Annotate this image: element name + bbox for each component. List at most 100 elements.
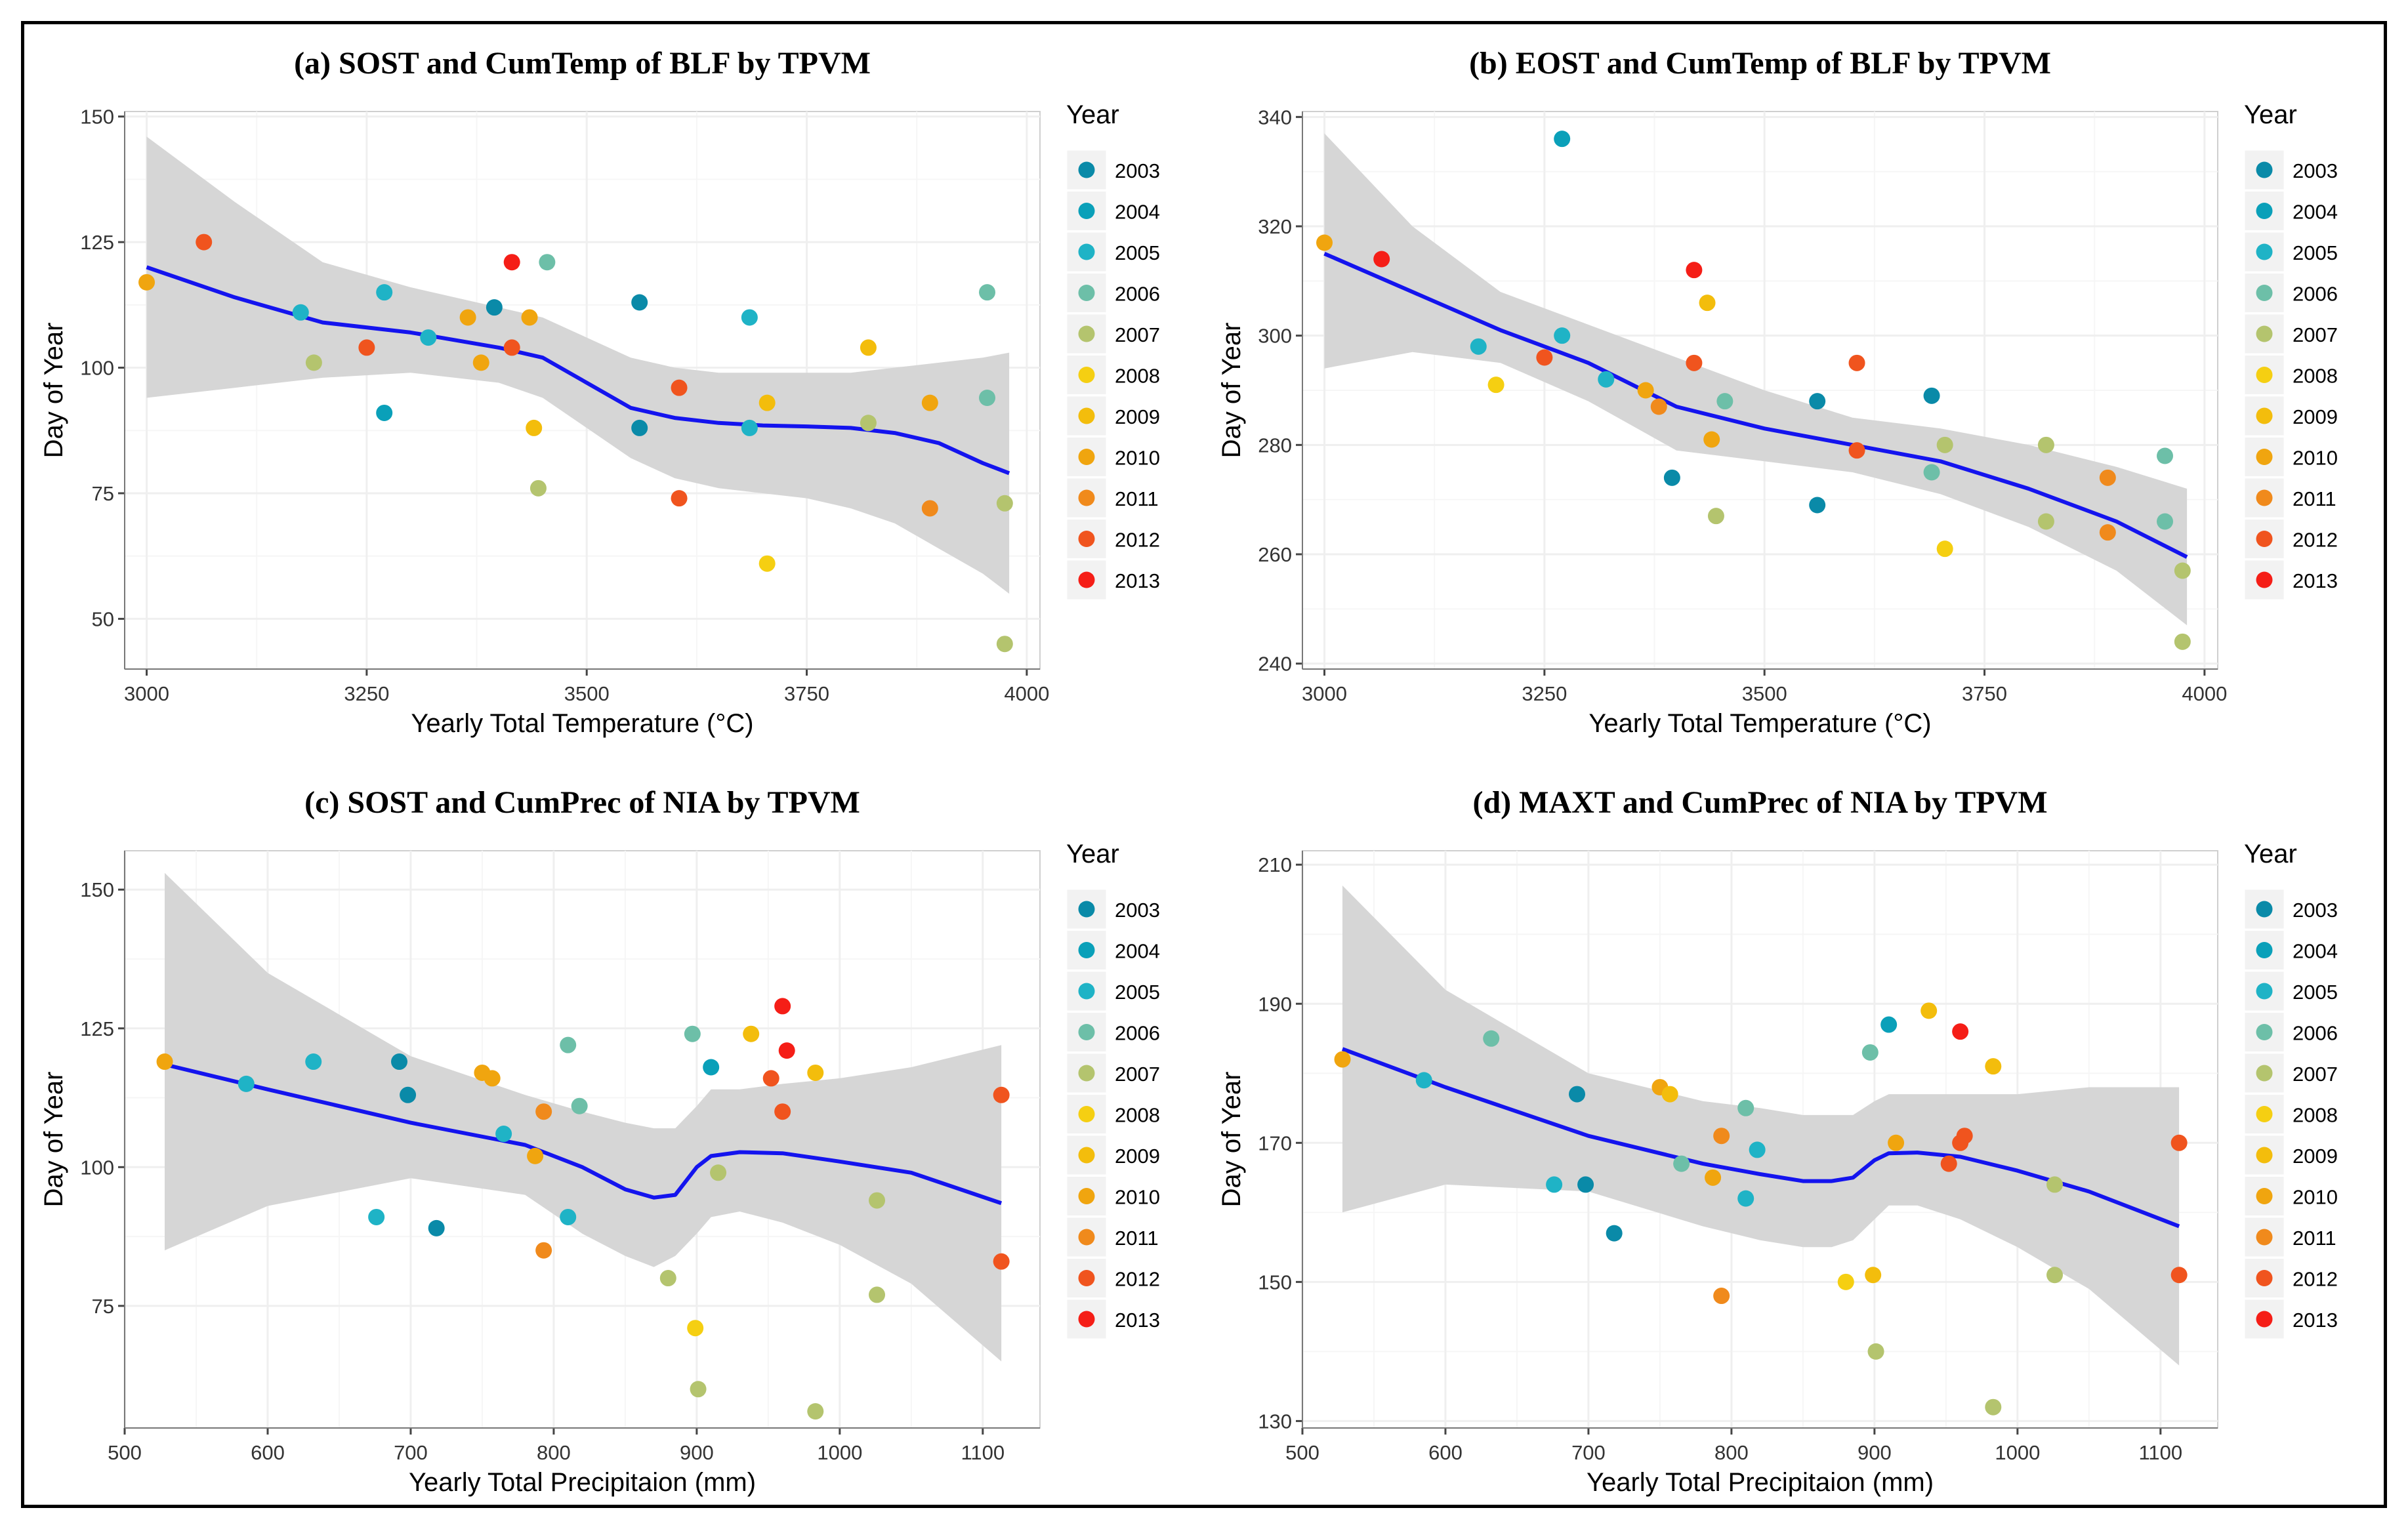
x-tick-label: 900 bbox=[1858, 1441, 1892, 1464]
data-point bbox=[1956, 1128, 1973, 1145]
legend-label: 2009 bbox=[1115, 405, 1160, 428]
data-point bbox=[1936, 436, 1953, 453]
data-point bbox=[503, 254, 520, 271]
data-point bbox=[778, 1042, 795, 1059]
y-tick-label: 210 bbox=[1258, 853, 1292, 876]
legend-label: 2009 bbox=[2293, 1145, 2338, 1168]
fit-line bbox=[1323, 251, 2188, 559]
legend-label: 2012 bbox=[2293, 1268, 2338, 1291]
data-point bbox=[1749, 1141, 1766, 1158]
data-point bbox=[2046, 1176, 2064, 1193]
x-tick-label: 3250 bbox=[344, 682, 389, 705]
legend-label: 2007 bbox=[2293, 323, 2338, 346]
y-axis-label: Day of Year bbox=[1217, 323, 1246, 459]
legend-marker bbox=[1078, 367, 1095, 383]
data-point bbox=[869, 1286, 886, 1303]
data-point bbox=[2157, 513, 2174, 530]
data-point bbox=[684, 1025, 701, 1042]
data-point bbox=[1686, 262, 1703, 279]
x-axis-label: Yearly Total Temperature (°C) bbox=[1588, 709, 1931, 738]
legend-marker bbox=[1078, 325, 1095, 342]
data-point bbox=[305, 354, 322, 371]
legend-label: 2011 bbox=[1115, 487, 1159, 510]
data-point bbox=[1940, 1155, 1957, 1172]
x-tick-label: 500 bbox=[108, 1441, 142, 1464]
data-point bbox=[1536, 349, 1553, 366]
data-point bbox=[1737, 1190, 1754, 1207]
data-point bbox=[196, 234, 213, 251]
data-point bbox=[921, 394, 938, 411]
data-point bbox=[1713, 1128, 1730, 1145]
legend-label: 2010 bbox=[2293, 447, 2338, 470]
chart-title: (b) EOST and CumTemp of BLF by TPVM bbox=[1469, 46, 2051, 81]
x-tick-label: 600 bbox=[1428, 1441, 1463, 1464]
data-point bbox=[2157, 447, 2174, 464]
data-point bbox=[993, 1086, 1010, 1103]
data-point bbox=[535, 1242, 552, 1259]
legend-label: 2012 bbox=[1115, 529, 1160, 552]
data-point bbox=[710, 1164, 727, 1181]
chart-panel-d: (d) MAXT and CumPrec of NIA by TPVM 500 60… bbox=[1217, 785, 2338, 1497]
confidence-ribbon bbox=[146, 136, 1010, 594]
legend-label: 2011 bbox=[2293, 487, 2336, 510]
data-point bbox=[238, 1075, 255, 1092]
y-tick-label: 240 bbox=[1258, 653, 1292, 676]
legend-marker bbox=[1078, 1311, 1095, 1328]
legend-label: 2009 bbox=[2293, 405, 2338, 428]
data-point bbox=[1487, 377, 1505, 394]
legend-label: 2004 bbox=[1115, 201, 1160, 224]
y-tick-label: 320 bbox=[1258, 215, 1292, 238]
x-tick-label: 1000 bbox=[1995, 1441, 2040, 1464]
data-point bbox=[560, 1208, 577, 1225]
data-point bbox=[807, 1064, 824, 1081]
data-point bbox=[472, 354, 489, 371]
x-tick-label: 600 bbox=[251, 1441, 285, 1464]
data-point bbox=[979, 284, 996, 301]
chart-title: (c) SOST and CumPrec of NIA by TPVM bbox=[304, 785, 860, 820]
data-point bbox=[1673, 1155, 1690, 1172]
legend-title: Year bbox=[2244, 100, 2297, 129]
legend-marker bbox=[2256, 1270, 2273, 1286]
legend-marker bbox=[1078, 449, 1095, 465]
data-point bbox=[292, 304, 309, 321]
data-point bbox=[2037, 513, 2054, 530]
legend-marker bbox=[1078, 571, 1095, 588]
data-point bbox=[138, 274, 156, 291]
legend-title: Year bbox=[1066, 840, 1119, 868]
x-tick-label: 700 bbox=[394, 1441, 428, 1464]
y-axis-label: Day of Year bbox=[39, 323, 68, 459]
data-point bbox=[358, 339, 375, 356]
y-axis-label: Day of Year bbox=[1217, 1072, 1246, 1208]
fit-line bbox=[164, 1062, 1003, 1206]
data-point bbox=[420, 329, 437, 346]
data-point bbox=[993, 1253, 1010, 1270]
y-tick-label: 100 bbox=[80, 1156, 114, 1179]
legend-marker bbox=[2256, 243, 2273, 260]
legend-label: 2013 bbox=[2293, 569, 2338, 592]
confidence-ribbon bbox=[1342, 886, 2180, 1366]
legend-marker bbox=[2256, 1147, 2273, 1164]
x-tick-label: 3000 bbox=[1302, 682, 1347, 705]
legend-marker bbox=[1078, 983, 1095, 1000]
data-point bbox=[1985, 1058, 2002, 1075]
data-point bbox=[305, 1053, 322, 1070]
legend-label: 2010 bbox=[1115, 1186, 1160, 1209]
x-tick-label: 3500 bbox=[1742, 682, 1787, 705]
data-point bbox=[807, 1403, 824, 1420]
data-point bbox=[979, 389, 996, 406]
data-point bbox=[1606, 1225, 1623, 1242]
data-point bbox=[503, 339, 520, 356]
chart-panel-b: (b) EOST and CumTemp of BLF by TPVM 3000 3… bbox=[1217, 46, 2338, 738]
x-tick-label: 1100 bbox=[2138, 1441, 2182, 1464]
data-point bbox=[1705, 1169, 1722, 1186]
data-point bbox=[428, 1219, 445, 1236]
legend-marker bbox=[1078, 243, 1095, 260]
data-point bbox=[774, 998, 791, 1015]
data-point bbox=[1699, 295, 1716, 312]
data-point bbox=[1848, 354, 1865, 371]
legend-label: 2006 bbox=[1115, 283, 1160, 306]
data-point bbox=[376, 284, 393, 301]
data-point bbox=[1923, 387, 1940, 404]
data-point bbox=[495, 1126, 512, 1143]
data-point bbox=[921, 500, 938, 517]
